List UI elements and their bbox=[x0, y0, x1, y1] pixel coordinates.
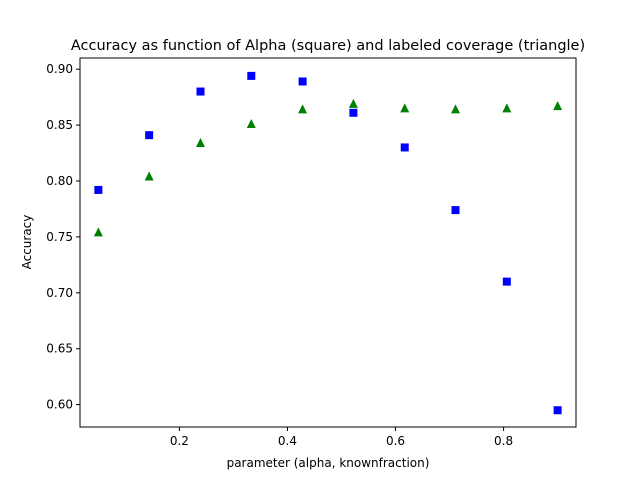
y-tick-label: 0.90 bbox=[46, 62, 73, 76]
chart-title: Accuracy as function of Alpha (square) a… bbox=[71, 38, 585, 54]
x-tick-label: 0.4 bbox=[278, 434, 297, 448]
square-point bbox=[247, 71, 256, 80]
triangle-point bbox=[553, 101, 563, 111]
data-marks bbox=[93, 71, 563, 415]
square-point bbox=[400, 143, 409, 152]
square-point bbox=[94, 185, 103, 194]
y-tick-label: 0.75 bbox=[46, 230, 73, 244]
x-tick-label: 0.6 bbox=[386, 434, 405, 448]
axis-ticks: 0.2 0.4 0.6 0.8 0.60 0.65 0.70 0.75 0.80 0.85 0.90 bbox=[46, 62, 513, 448]
x-tick-label: 0.2 bbox=[170, 434, 189, 448]
y-tick-label: 0.80 bbox=[46, 174, 73, 188]
triangle-point bbox=[195, 137, 205, 147]
y-axis-label: Accuracy bbox=[20, 215, 34, 270]
square-point bbox=[145, 131, 154, 140]
y-tick-label: 0.60 bbox=[46, 398, 73, 412]
x-tick-label: 0.8 bbox=[494, 434, 513, 448]
square-point bbox=[502, 277, 511, 286]
triangle-point bbox=[246, 118, 256, 128]
triangle-point bbox=[348, 98, 358, 108]
y-tick-label: 0.70 bbox=[46, 286, 73, 300]
triangle-point bbox=[93, 227, 103, 237]
square-point bbox=[298, 77, 307, 86]
triangle-point bbox=[451, 104, 461, 114]
square-point bbox=[349, 108, 358, 117]
y-tick-label: 0.85 bbox=[46, 118, 73, 132]
square-point bbox=[553, 406, 562, 415]
square-point bbox=[451, 206, 460, 215]
x-axis-label: parameter (alpha, knownfraction) bbox=[227, 456, 430, 470]
y-tick-label: 0.65 bbox=[46, 342, 73, 356]
triangle-point bbox=[502, 103, 512, 113]
triangle-point bbox=[298, 104, 308, 114]
triangle-point bbox=[400, 103, 410, 113]
square-point bbox=[196, 87, 205, 96]
triangle-point bbox=[144, 171, 154, 181]
plot-frame bbox=[79, 57, 577, 428]
